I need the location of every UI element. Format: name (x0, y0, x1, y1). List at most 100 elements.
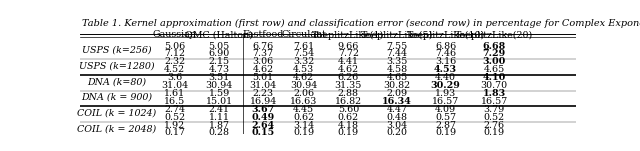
Text: 0.57: 0.57 (435, 113, 456, 122)
Text: 4.18: 4.18 (338, 121, 359, 130)
Text: 3.6: 3.6 (167, 73, 182, 82)
Text: 16.5: 16.5 (164, 97, 185, 106)
Text: 2.23: 2.23 (252, 89, 273, 98)
Text: 3.16: 3.16 (435, 57, 456, 66)
Text: 1.87: 1.87 (209, 121, 230, 130)
Text: 1.92: 1.92 (164, 121, 185, 130)
Text: 5.60: 5.60 (338, 105, 359, 114)
Text: 4.65: 4.65 (484, 65, 505, 74)
Text: Circulant: Circulant (281, 31, 326, 39)
Text: 4.73: 4.73 (209, 65, 230, 74)
Text: 16.57: 16.57 (432, 97, 459, 106)
Text: ToeplitzLike(20): ToeplitzLike(20) (455, 30, 533, 40)
Text: 3.04: 3.04 (387, 121, 408, 130)
Text: 3.35: 3.35 (387, 57, 408, 66)
Text: 7.61: 7.61 (293, 42, 314, 51)
Text: 3.67: 3.67 (252, 105, 275, 114)
Text: 2.74: 2.74 (164, 105, 185, 114)
Text: 4.41: 4.41 (338, 57, 359, 66)
Text: 16.34: 16.34 (382, 97, 412, 106)
Text: 2.15: 2.15 (209, 57, 230, 66)
Text: 0.52: 0.52 (484, 113, 505, 122)
Text: 6.86: 6.86 (435, 42, 456, 51)
Text: 6.26: 6.26 (338, 73, 359, 82)
Text: 0.19: 0.19 (435, 129, 456, 138)
Text: 2.32: 2.32 (164, 57, 185, 66)
Text: DNA (k = 900): DNA (k = 900) (81, 93, 152, 102)
Text: Fastfood: Fastfood (243, 31, 284, 39)
Text: 30.70: 30.70 (481, 81, 508, 90)
Text: 7.37: 7.37 (252, 49, 273, 58)
Text: 7.29: 7.29 (483, 49, 506, 58)
Text: ToeplitzLike(10): ToeplitzLike(10) (406, 30, 484, 40)
Text: ToeplitzLike(1): ToeplitzLike(1) (312, 30, 385, 40)
Text: 7.46: 7.46 (435, 49, 456, 58)
Text: 16.82: 16.82 (335, 97, 362, 106)
Text: 0.52: 0.52 (164, 113, 185, 122)
Text: 6.68: 6.68 (483, 42, 506, 51)
Text: 5.06: 5.06 (164, 42, 185, 51)
Text: 2.09: 2.09 (387, 89, 408, 98)
Text: 0.15: 0.15 (252, 129, 275, 138)
Text: 4.53: 4.53 (434, 65, 457, 74)
Text: 4.62: 4.62 (252, 65, 273, 74)
Text: 3.51: 3.51 (209, 73, 230, 82)
Text: 5.01: 5.01 (252, 73, 273, 82)
Text: 4.62: 4.62 (293, 73, 314, 82)
Text: 2.76: 2.76 (484, 121, 505, 130)
Text: 4.58: 4.58 (387, 65, 408, 74)
Text: 7.44: 7.44 (387, 49, 408, 58)
Text: 1.83: 1.83 (483, 89, 506, 98)
Text: 15.01: 15.01 (205, 97, 233, 106)
Text: 0.17: 0.17 (164, 129, 185, 138)
Text: 30.94: 30.94 (205, 81, 233, 90)
Text: 0.48: 0.48 (387, 113, 408, 122)
Text: 0.49: 0.49 (252, 113, 275, 122)
Text: 4.09: 4.09 (435, 105, 456, 114)
Text: 2.06: 2.06 (293, 89, 314, 98)
Text: 0.62: 0.62 (293, 113, 314, 122)
Text: 0.19: 0.19 (338, 129, 359, 138)
Text: 16.63: 16.63 (290, 97, 317, 106)
Text: 1.11: 1.11 (209, 113, 230, 122)
Text: 30.29: 30.29 (431, 81, 460, 90)
Text: 7.12: 7.12 (164, 49, 185, 58)
Text: COIL (k = 1024): COIL (k = 1024) (77, 109, 156, 118)
Text: 16.57: 16.57 (481, 97, 508, 106)
Text: 2.88: 2.88 (338, 89, 359, 98)
Text: 4.53: 4.53 (293, 65, 314, 74)
Text: 3.79: 3.79 (484, 105, 505, 114)
Text: 1.93: 1.93 (435, 89, 456, 98)
Text: ToeplitzLike(5): ToeplitzLike(5) (361, 30, 433, 40)
Text: 0.20: 0.20 (387, 129, 408, 138)
Text: 0.19: 0.19 (293, 129, 314, 138)
Text: Gaussian: Gaussian (152, 31, 196, 39)
Text: 7.55: 7.55 (387, 42, 408, 51)
Text: Table 1. Kernel approximation (first row) and classification error (second row) : Table 1. Kernel approximation (first row… (83, 19, 640, 28)
Text: USPS (k=256): USPS (k=256) (82, 45, 152, 55)
Text: 30.82: 30.82 (383, 81, 410, 90)
Text: DNA (k=80): DNA (k=80) (87, 77, 147, 86)
Text: 6.76: 6.76 (252, 42, 274, 51)
Text: 7.72: 7.72 (338, 49, 359, 58)
Text: 1.61: 1.61 (164, 89, 185, 98)
Text: 2.87: 2.87 (435, 121, 456, 130)
Text: 4.65: 4.65 (387, 73, 408, 82)
Text: 16.94: 16.94 (250, 97, 276, 106)
Text: 4.40: 4.40 (435, 73, 456, 82)
Text: 3.14: 3.14 (293, 121, 314, 130)
Text: 3.06: 3.06 (252, 57, 274, 66)
Text: USPS (k=1280): USPS (k=1280) (79, 61, 154, 70)
Text: 31.35: 31.35 (335, 81, 362, 90)
Text: 30.94: 30.94 (290, 81, 317, 90)
Text: 2.64: 2.64 (252, 121, 275, 130)
Text: 31.04: 31.04 (161, 81, 188, 90)
Text: 3.00: 3.00 (483, 57, 506, 66)
Text: COIL (k = 2048): COIL (k = 2048) (77, 125, 156, 133)
Text: 7.54: 7.54 (293, 49, 314, 58)
Text: 0.62: 0.62 (338, 113, 359, 122)
Text: 2.41: 2.41 (209, 105, 230, 114)
Text: 4.52: 4.52 (164, 65, 185, 74)
Text: 4.45: 4.45 (293, 105, 314, 114)
Text: 4.47: 4.47 (387, 105, 408, 114)
